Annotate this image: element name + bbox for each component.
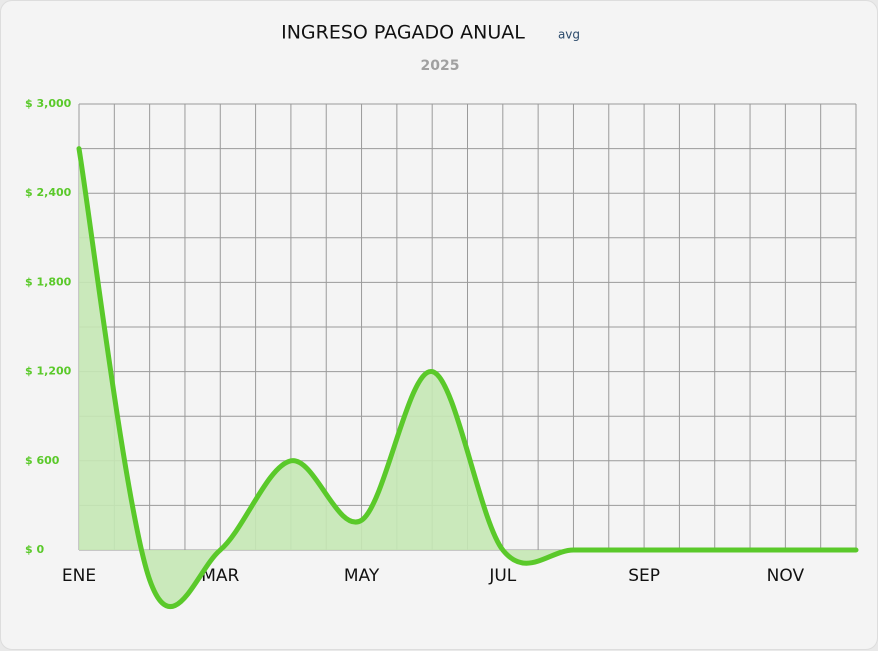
- y-tick-label: $ 600: [25, 454, 60, 467]
- y-tick-label: $ 0: [25, 543, 44, 556]
- x-tick-label: MAR: [201, 566, 239, 586]
- x-tick-label: ENE: [62, 566, 96, 586]
- x-tick-label: NOV: [767, 566, 805, 586]
- x-tick-label: SEP: [628, 566, 660, 586]
- title-note: avg: [558, 28, 580, 42]
- y-tick-label: $ 1,800: [25, 275, 72, 288]
- x-tick-label: JUL: [488, 566, 516, 586]
- chart-subtitle: 2025: [421, 58, 460, 74]
- chart-title: INGRESO PAGADO ANUAL: [281, 22, 525, 44]
- area-fill: [79, 148, 856, 607]
- y-tick-label: $ 3,000: [25, 97, 72, 110]
- line: [76, 146, 859, 610]
- x-tick-label: MAY: [344, 566, 380, 586]
- y-tick-label: $ 1,200: [25, 365, 72, 378]
- y-tick-label: $ 2,400: [25, 186, 72, 199]
